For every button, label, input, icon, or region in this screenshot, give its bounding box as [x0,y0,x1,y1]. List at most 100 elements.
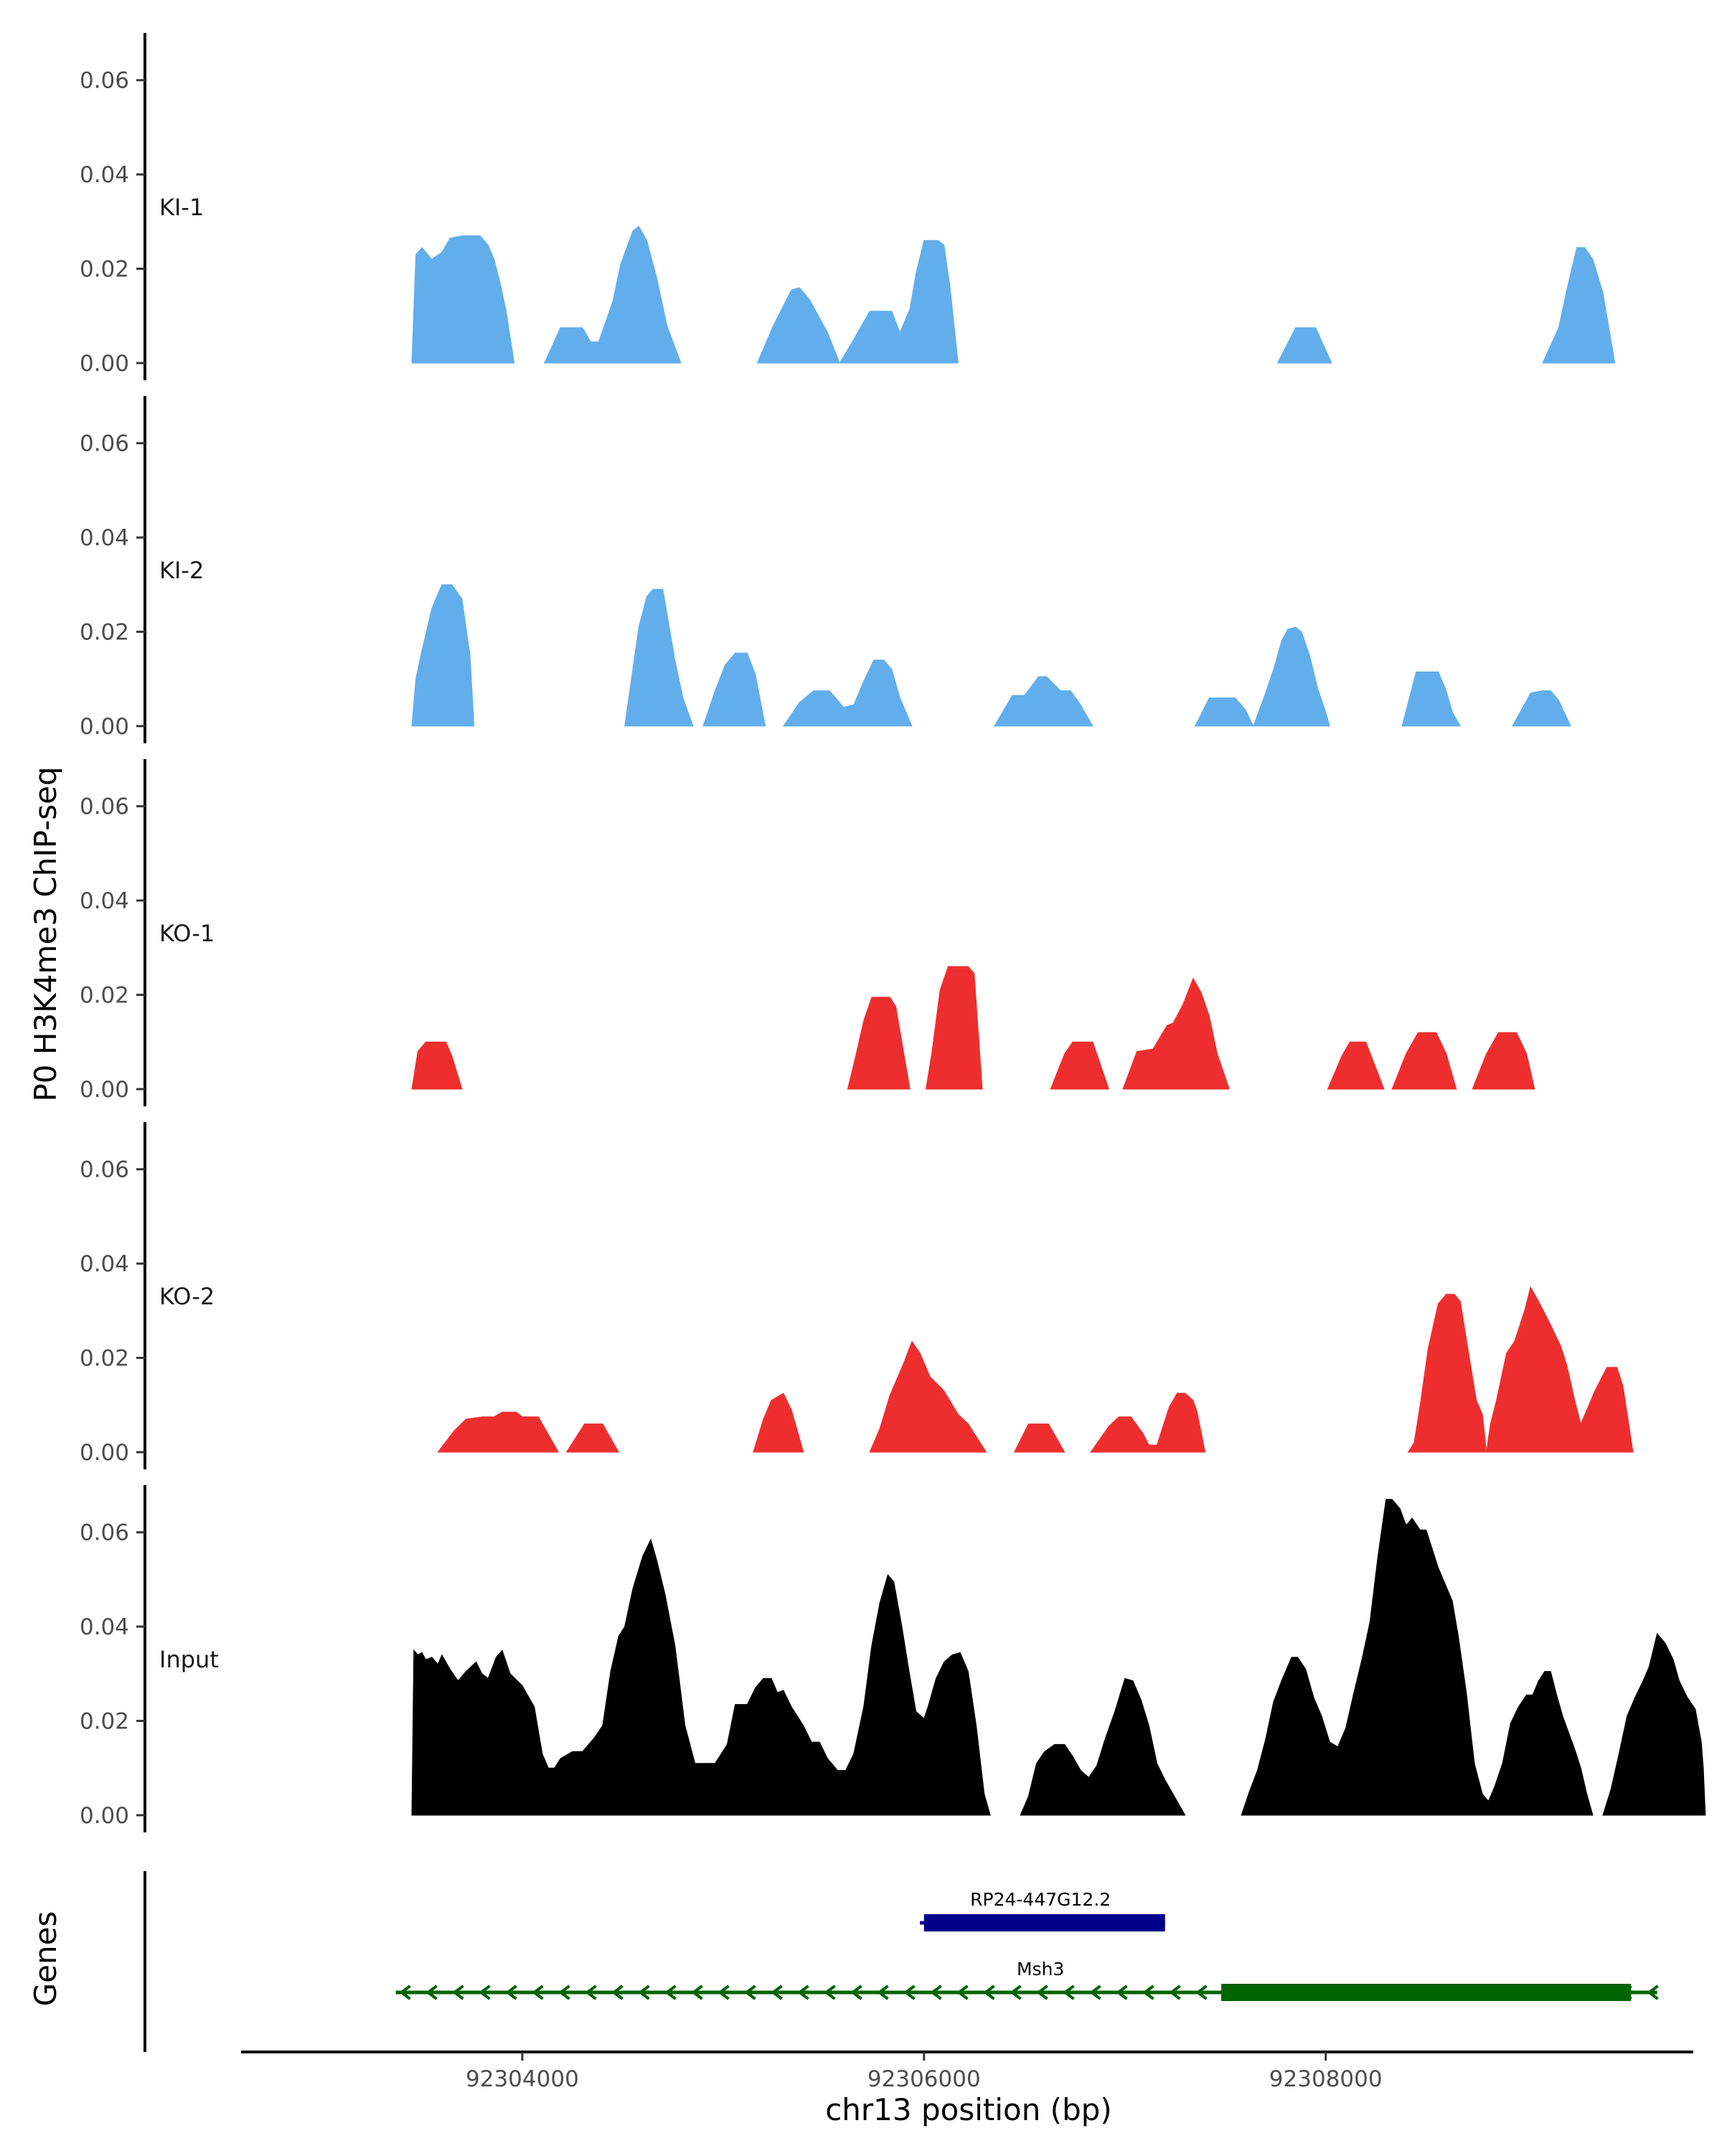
x-tick-label: 92306000 [867,2066,981,2092]
y-tick-label: 0.00 [80,714,129,740]
gene-strand-chevron [1142,1985,1154,2000]
coverage-peak [565,1423,620,1453]
coverage-peak [1253,626,1330,727]
coverage-peak [847,997,911,1090]
gene-strand-chevron [1116,1985,1128,2000]
gene-msh3: Msh3 [395,1959,1659,2001]
gene-strand-chevron [824,1985,836,2000]
gene-strand-chevron [718,1985,730,2000]
gene-rp24-447g12.2: RP24-447G12.2 [920,1889,1165,1931]
gene-strand-chevron [1036,1985,1048,2000]
gene-strand-chevron [1647,1985,1659,2000]
coverage-peak [1241,1499,1594,1816]
gene-strand-chevron [903,1985,916,2000]
x-axis-title: chr13 position (bp) [825,2092,1112,2127]
y-tick-label: 0.02 [80,1346,129,1372]
y-tick-label: 0.06 [80,1157,129,1183]
gene-label: RP24-447G12.2 [970,1889,1111,1910]
y-tick-label: 0.06 [80,794,129,820]
coverage-peak [1602,1632,1706,1816]
gene-strand-chevron [1169,1985,1181,2000]
y-tick-label: 0.04 [80,888,129,914]
coverage-peak [1050,1041,1110,1090]
gene-strand-chevron [930,1985,942,2000]
gene-exon-block [923,1914,1165,1931]
gene-label: Msh3 [1017,1959,1064,1980]
y-tick-label: 0.04 [80,162,129,188]
gene-strand-chevron [664,1985,677,2000]
gene-exon-block [1221,1984,1632,2001]
coverage-peak [411,1538,991,1816]
gene-strand-chevron [479,1985,491,2000]
track-label: Input [159,1646,219,1673]
gene-strand-chevron [1089,1985,1101,2000]
y-tick-label: 0.02 [80,257,129,283]
gene-strand-chevron [956,1985,969,2000]
coverage-peak [1401,671,1462,727]
y-tick-label: 0.04 [80,525,129,551]
coverage-peak [543,225,682,364]
y-tick-label: 0.02 [80,620,129,646]
coverage-peak [1122,977,1230,1090]
coverage-peak [1020,1677,1186,1816]
coverage-peak [411,235,515,364]
genes-layer: RP24-447G12.2 Msh3 [144,1871,1659,2052]
coverage-peak [1407,1294,1487,1453]
x-tick-label: 92308000 [1269,2066,1383,2092]
coverage-peak [756,287,840,364]
coverage-peak [1194,697,1254,727]
gene-strand-chevron [452,1985,464,2000]
coverage-peak [1391,1032,1457,1090]
y-tick-label: 0.06 [80,431,129,457]
coverage-peak [839,240,959,364]
track-ki-1: 0.00 0.02 0.04 0.06 KI-1 [80,33,1616,380]
y-tick-label: 0.02 [80,1709,129,1735]
gene-strand-chevron [558,1985,570,2000]
coverage-peak [1276,327,1332,364]
track-ko-1: 0.00 0.02 0.04 0.06 KO-1 [80,759,1535,1106]
gene-strand-chevron [638,1985,650,2000]
gene-strand-chevron [797,1985,809,2000]
gene-strand-chevron [1195,1985,1208,2000]
gene-strand-chevron [425,1985,438,2000]
coverage-peak [782,659,913,727]
y-tick-label: 0.04 [80,1251,129,1277]
x-tick-label: 92304000 [466,2066,579,2092]
gene-strand-chevron [983,1985,995,2000]
gene-strand-chevron [1010,1985,1022,2000]
coverage-peak [1486,1286,1634,1453]
track-label: KO-1 [159,920,215,947]
track-label: KI-1 [159,194,204,221]
coverage-peak [411,1041,463,1090]
coverage-peak [1090,1393,1206,1453]
coverage-peak [1472,1032,1535,1090]
coverage-peak [1327,1041,1385,1090]
y-tick-label: 0.04 [80,1614,129,1640]
coverage-peak [702,652,766,727]
coverage-peak [624,588,694,727]
gene-strand-chevron [744,1985,756,2000]
track-input: 0.00 0.02 0.04 0.06 Input [80,1485,1706,1832]
y-tick-label: 0.06 [80,1520,129,1546]
gene-strand-chevron [691,1985,703,2000]
coverage-peak [437,1411,560,1453]
gene-strand-chevron [505,1985,517,2000]
y-tick-label: 0.00 [80,1440,129,1466]
gene-strand-chevron [399,1985,411,2000]
y-tick-label: 0.02 [80,983,129,1009]
track-ko-2: 0.00 0.02 0.04 0.06 KO-2 [80,1122,1634,1469]
y-tick-label: 0.00 [80,1803,129,1829]
gene-strand-chevron [532,1985,544,2000]
gene-strand-chevron [1063,1985,1075,2000]
gene-strand-chevron [771,1985,783,2000]
track-label: KI-2 [159,557,204,584]
coverage-peak [926,966,983,1090]
gene-strand-chevron [850,1985,862,2000]
coverage-peak [869,1340,987,1453]
gene-strand-chevron [877,1985,889,2000]
gene-strand-chevron [611,1985,624,2000]
gene-strand-chevron [585,1985,597,2000]
y-tick-label: 0.00 [80,351,129,377]
genes-axis-title: Genes [28,1911,63,2007]
